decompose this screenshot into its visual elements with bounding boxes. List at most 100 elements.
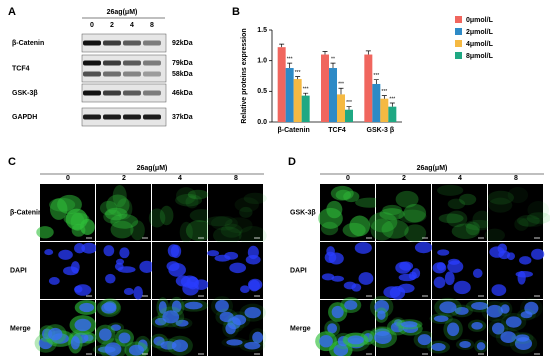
micrograph bbox=[96, 242, 155, 300]
nucleus bbox=[180, 275, 199, 288]
nucleus bbox=[476, 342, 486, 351]
bar bbox=[285, 68, 294, 122]
nucleus bbox=[226, 339, 243, 346]
stain-label: β-Catenin bbox=[10, 209, 42, 216]
nucleus bbox=[118, 332, 131, 344]
micrograph bbox=[207, 242, 263, 299]
cell bbox=[189, 209, 214, 223]
band bbox=[123, 40, 141, 46]
nucleus bbox=[225, 322, 236, 335]
nucleus bbox=[447, 322, 460, 337]
band bbox=[83, 71, 101, 77]
cell bbox=[212, 226, 242, 245]
nucleus bbox=[444, 271, 455, 286]
nucleus bbox=[414, 241, 433, 254]
kda-label: 37kDa bbox=[172, 114, 193, 121]
error-bar bbox=[338, 87, 344, 95]
cell bbox=[116, 198, 133, 220]
nucleus bbox=[44, 249, 54, 256]
blot bbox=[81, 54, 167, 83]
nucleus bbox=[497, 243, 508, 254]
panel-label: A bbox=[8, 6, 16, 18]
significance: *** bbox=[373, 73, 379, 79]
nucleus bbox=[327, 323, 338, 334]
nucleus bbox=[224, 251, 239, 260]
dose: 2 bbox=[122, 175, 126, 182]
stain-label: DAPI bbox=[290, 267, 307, 274]
legend-swatch bbox=[455, 28, 462, 35]
nucleus bbox=[105, 273, 116, 284]
stain-label: DAPI bbox=[10, 267, 27, 274]
cell bbox=[176, 187, 197, 205]
nucleus bbox=[158, 301, 167, 314]
cell bbox=[187, 189, 209, 200]
kda-label: 79kDa bbox=[172, 60, 193, 67]
bar bbox=[345, 109, 353, 122]
y-tick-label: 0.0 bbox=[257, 119, 267, 126]
nucleus bbox=[351, 283, 362, 292]
nucleus bbox=[171, 339, 189, 352]
cell bbox=[210, 215, 238, 231]
bar bbox=[321, 54, 329, 122]
nucleus bbox=[215, 299, 229, 313]
dose: 0 bbox=[90, 22, 94, 29]
nucleus bbox=[411, 268, 421, 279]
error-bar bbox=[303, 92, 309, 96]
nucleus bbox=[374, 330, 392, 345]
cell bbox=[398, 209, 427, 224]
cell bbox=[159, 205, 174, 226]
nucleus bbox=[104, 342, 122, 356]
nucleus bbox=[252, 331, 264, 344]
treatment: 26ag(μM) bbox=[417, 165, 448, 172]
nucleus bbox=[437, 249, 450, 256]
micrograph bbox=[205, 184, 267, 246]
cell bbox=[437, 184, 464, 196]
cell bbox=[239, 206, 253, 218]
micrograph bbox=[150, 296, 208, 356]
band bbox=[83, 90, 101, 96]
cell bbox=[488, 197, 513, 213]
nucleus bbox=[433, 276, 446, 289]
micrograph bbox=[481, 297, 543, 356]
nucleus bbox=[101, 302, 117, 314]
nucleus bbox=[219, 311, 234, 323]
nucleus bbox=[247, 245, 259, 260]
micrograph bbox=[34, 300, 99, 356]
cell bbox=[243, 192, 267, 205]
micrograph bbox=[376, 241, 433, 300]
nucleus bbox=[98, 328, 112, 341]
nucleus bbox=[358, 272, 374, 285]
error-bar bbox=[295, 76, 301, 80]
nucleus bbox=[248, 279, 261, 292]
nucleus bbox=[232, 314, 247, 326]
protein-label: GSK-3β bbox=[12, 90, 38, 97]
image-bg bbox=[96, 184, 151, 241]
nucleus bbox=[123, 287, 134, 295]
stain-label: GSK-3β bbox=[290, 209, 316, 216]
nucleus bbox=[432, 262, 447, 274]
nucleus bbox=[74, 318, 92, 332]
nucleus bbox=[472, 268, 483, 278]
nucleus bbox=[171, 300, 182, 313]
error-bar bbox=[322, 51, 328, 55]
x-tick-label: TCF4 bbox=[328, 127, 346, 134]
nucleus bbox=[319, 334, 333, 348]
error-bar bbox=[346, 106, 352, 110]
cell bbox=[185, 220, 213, 242]
band bbox=[103, 71, 121, 77]
cell bbox=[446, 210, 468, 228]
bar bbox=[364, 54, 373, 122]
error-bar bbox=[373, 79, 379, 84]
error-bar bbox=[279, 43, 285, 48]
nucleus bbox=[377, 310, 386, 320]
cell bbox=[330, 185, 354, 201]
cell bbox=[110, 214, 139, 229]
cell bbox=[220, 223, 243, 238]
image-bg bbox=[432, 184, 487, 241]
cell bbox=[49, 198, 68, 220]
significance: *** bbox=[338, 82, 344, 88]
dose: 8 bbox=[150, 22, 154, 29]
nucleus bbox=[454, 306, 469, 315]
cell bbox=[484, 228, 505, 242]
stain-label: Merge bbox=[10, 325, 31, 332]
